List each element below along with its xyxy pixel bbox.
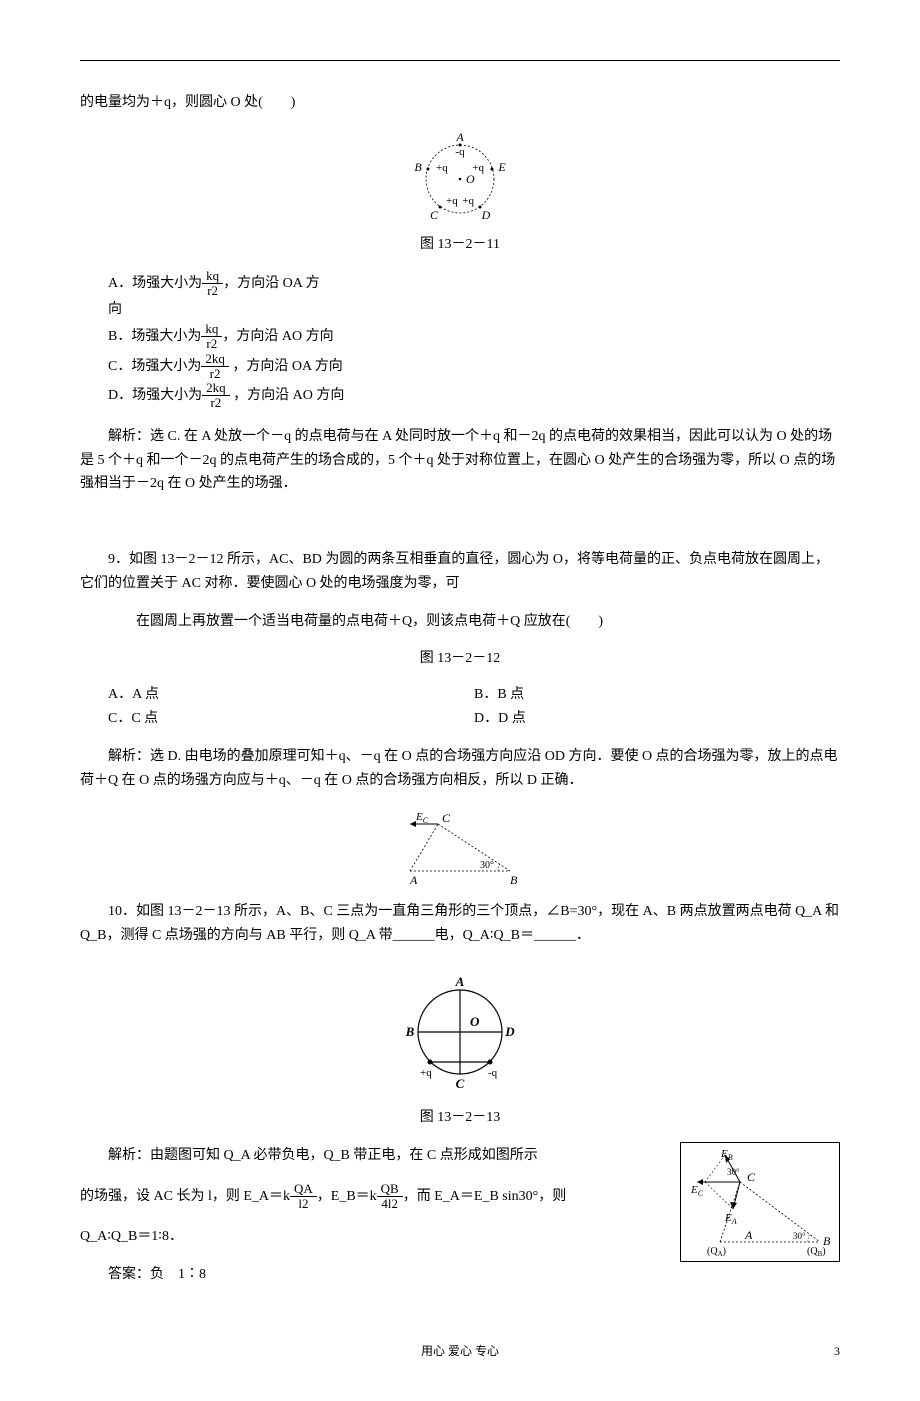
svg-text:B: B bbox=[405, 1024, 415, 1039]
svg-text:+q: +q bbox=[446, 195, 458, 207]
q8-intro: 的电量均为＋q，则圆心 O 处( ) bbox=[80, 91, 840, 115]
q9-optB: B．B 点 bbox=[474, 683, 840, 707]
svg-text:O: O bbox=[466, 172, 475, 186]
top-rule bbox=[80, 60, 840, 61]
q9-optA: A．A 点 bbox=[108, 683, 474, 707]
svg-text:C: C bbox=[442, 811, 451, 825]
svg-text:A: A bbox=[744, 1228, 753, 1242]
fig-triangle-small: A B C EC 30° bbox=[80, 806, 840, 886]
q8-optB: B．场强大小为kqr2，方向沿 AO 方向 bbox=[108, 322, 840, 352]
svg-text:-q: -q bbox=[488, 1067, 498, 1079]
svg-text:D: D bbox=[481, 208, 491, 222]
svg-text:A: A bbox=[455, 974, 465, 989]
fig-13-2-12-caption: 图 13－2－12 bbox=[80, 647, 840, 671]
svg-text:30°: 30° bbox=[727, 1167, 740, 1177]
q9-stem-2: 在圆周上再放置一个适当电荷量的点电荷＋Q，则该点电荷＋Q 应放在( ) bbox=[80, 610, 840, 634]
svg-text:+q: +q bbox=[462, 195, 474, 207]
q9-explanation: 解析：选 D. 由电场的叠加原理可知＋q、－q 在 O 点的合场强方向应沿 OD… bbox=[80, 745, 840, 793]
svg-text:O: O bbox=[470, 1014, 480, 1029]
svg-text:EC: EC bbox=[415, 811, 429, 825]
svg-text:E: E bbox=[497, 160, 506, 174]
q10-stem: 10．如图 13－2－13 所示，A、B、C 三点为一直角三角形的三个顶点，∠B… bbox=[80, 900, 840, 948]
svg-text:C: C bbox=[747, 1170, 756, 1184]
svg-text:C: C bbox=[430, 208, 439, 222]
svg-text:B: B bbox=[510, 873, 518, 886]
svg-text:EB: EB bbox=[720, 1148, 733, 1162]
fig-side-vectors: EB EC EA C A B 30° 30° (QA) (QB) bbox=[680, 1142, 840, 1262]
q9-optD: D．D 点 bbox=[474, 707, 840, 731]
svg-text:+q: +q bbox=[436, 162, 448, 174]
svg-text:B: B bbox=[414, 160, 422, 174]
fig-13-2-13: A B D C O +q -q bbox=[80, 962, 840, 1102]
fig-13-2-13-caption: 图 13－2－13 bbox=[80, 1106, 840, 1130]
svg-text:EC: EC bbox=[690, 1184, 704, 1198]
q8-explanation: 解析：选 C. 在 A 处放一个－q 的点电荷与在 A 处同时放一个＋q 和－2… bbox=[80, 425, 840, 496]
svg-text:C: C bbox=[456, 1076, 465, 1091]
svg-text:D: D bbox=[504, 1024, 515, 1039]
q9-optC: C．C 点 bbox=[108, 707, 474, 731]
fig-13-2-11: A -q B +q E +q C +q D +q O bbox=[80, 129, 840, 229]
svg-text:30°: 30° bbox=[480, 860, 494, 871]
svg-text:+q: +q bbox=[420, 1067, 432, 1079]
page-number: 3 bbox=[834, 1341, 840, 1361]
svg-text:A: A bbox=[455, 130, 464, 144]
q8-optA-cont: 向 bbox=[108, 298, 840, 322]
svg-text:-q: -q bbox=[455, 146, 465, 158]
svg-text:A: A bbox=[409, 873, 418, 886]
q8-optD: D．场强大小为2kqr2 ，方向沿 AO 方向 bbox=[108, 381, 840, 411]
footer-motto: 用心 爱心 专心 bbox=[421, 1344, 499, 1358]
fig-13-2-11-caption: 图 13－2－11 bbox=[80, 233, 840, 257]
svg-text:(QA): (QA) bbox=[707, 1246, 726, 1257]
svg-text:(QB): (QB) bbox=[807, 1246, 826, 1257]
q9-stem-1: 9．如图 13－2－12 所示，AC、BD 为圆的两条互相垂直的直径，圆心为 O… bbox=[80, 548, 840, 596]
svg-text:30°: 30° bbox=[793, 1231, 806, 1241]
page-footer: 用心 爱心 专心 3 bbox=[80, 1341, 840, 1361]
q8-optC: C．场强大小为2kqr2 ，方向沿 OA 方向 bbox=[108, 352, 840, 382]
q10-answer: 答案：负 1∶8 bbox=[80, 1263, 840, 1287]
q8-optA: A．场强大小为kqr2，方向沿 OA 方 bbox=[108, 269, 840, 299]
svg-text:EA: EA bbox=[724, 1212, 737, 1226]
